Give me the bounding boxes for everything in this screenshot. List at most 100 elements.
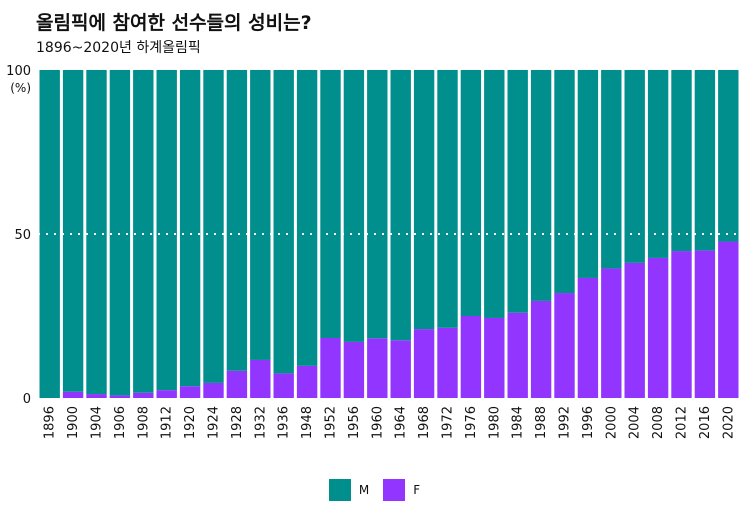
- bar-m-1956: [343, 70, 365, 342]
- bar-f-2020: [718, 241, 739, 398]
- bar-f-1932: [250, 359, 271, 398]
- legend: M F: [0, 478, 749, 502]
- x-tick-label-1920: 1920: [183, 406, 198, 439]
- bar-m-1952: [320, 70, 341, 338]
- x-tick-label-1928: 1928: [230, 406, 245, 439]
- bar-f-1906: [109, 395, 131, 398]
- legend-label-f: F: [413, 483, 421, 497]
- bar-f-1920: [179, 386, 201, 398]
- bar-m-1960: [367, 70, 388, 339]
- chart-title: 올림픽에 참여한 선수들의 성비는?: [36, 12, 312, 34]
- x-tick-label-1932: 1932: [253, 406, 268, 439]
- x-tick-label-1908: 1908: [136, 406, 151, 439]
- x-tick-label-2016: 2016: [698, 406, 713, 439]
- x-tick-label-1924: 1924: [207, 406, 222, 439]
- x-tick-label-1996: 1996: [581, 406, 596, 439]
- x-tick-label-2020: 2020: [721, 406, 736, 439]
- y-tick-label-100: 100: [6, 64, 31, 79]
- x-tick-label-1964: 1964: [394, 406, 409, 439]
- bar-m-1912: [156, 70, 177, 391]
- x-tick-label-1992: 1992: [558, 406, 573, 439]
- bar-f-1992: [554, 293, 575, 398]
- x-tick-label-1960: 1960: [370, 406, 385, 439]
- legend-label-m: M: [358, 483, 370, 497]
- bar-f-1904: [86, 394, 107, 398]
- chart-subtitle: 1896~2020년 하계올림픽: [36, 40, 201, 56]
- bar-m-1896: [39, 70, 60, 398]
- bar-m-1972: [437, 70, 458, 328]
- bar-f-1968: [413, 329, 435, 398]
- bar-m-2012: [671, 70, 692, 252]
- bar-m-1904: [86, 70, 107, 395]
- bar-m-1964: [390, 70, 411, 341]
- bar-m-2008: [647, 70, 669, 258]
- bar-m-1906: [109, 70, 131, 396]
- bar-f-2000: [601, 268, 622, 398]
- x-tick-label-1900: 1900: [66, 406, 81, 439]
- bar-m-1908: [133, 70, 154, 393]
- bar-f-1984: [507, 312, 528, 398]
- x-tick-label-1936: 1936: [277, 406, 292, 439]
- bar-m-1932: [250, 70, 271, 360]
- bar-f-2004: [624, 262, 645, 398]
- bar-f-2008: [647, 257, 669, 398]
- bar-m-1980: [484, 70, 505, 318]
- bar-m-1988: [530, 70, 552, 301]
- x-tick-label-1952: 1952: [324, 406, 339, 439]
- bar-f-1988: [530, 300, 552, 398]
- bar-m-2016: [694, 70, 716, 251]
- bar-m-1968: [413, 70, 435, 330]
- x-tick-label-1976: 1976: [464, 406, 479, 439]
- x-tick-label-1912: 1912: [160, 406, 175, 439]
- x-tick-label-1980: 1980: [487, 406, 502, 439]
- x-tick-label-1948: 1948: [300, 406, 315, 439]
- bar-m-2000: [601, 70, 622, 269]
- bar-f-1936: [273, 373, 294, 398]
- legend-item-m: M: [328, 479, 370, 501]
- bar-m-1984: [507, 70, 528, 313]
- bar-f-1964: [390, 340, 411, 398]
- bar-m-1992: [554, 70, 575, 294]
- bar-f-2016: [694, 250, 716, 398]
- x-tick-label-2000: 2000: [604, 406, 619, 439]
- bar-f-1948: [296, 365, 318, 398]
- x-tick-label-2004: 2004: [628, 406, 643, 439]
- bar-m-1920: [179, 70, 201, 387]
- bar-m-1936: [273, 70, 294, 374]
- x-tick-label-1956: 1956: [347, 406, 362, 439]
- bar-m-1924: [203, 70, 224, 383]
- bar-m-1948: [296, 70, 318, 366]
- bar-m-1996: [577, 70, 599, 278]
- x-tick-label-1906: 1906: [113, 406, 128, 439]
- bar-m-1976: [460, 70, 482, 316]
- y-tick-label-50: 50: [14, 228, 31, 243]
- bar-f-1908: [133, 392, 154, 398]
- x-tick-label-1988: 1988: [534, 406, 549, 439]
- bar-f-1960: [367, 338, 388, 398]
- x-tick-label-1984: 1984: [511, 406, 526, 439]
- legend-swatch-m: [328, 479, 351, 501]
- bar-f-1956: [343, 341, 365, 398]
- bar-f-1996: [577, 277, 599, 398]
- bar-f-1912: [156, 390, 177, 398]
- bar-f-1980: [484, 317, 505, 398]
- bar-f-1924: [203, 382, 224, 398]
- x-tick-label-1972: 1972: [441, 406, 456, 439]
- bar-m-1928: [226, 70, 248, 371]
- bar-f-2012: [671, 251, 692, 398]
- x-tick-label-1968: 1968: [417, 406, 432, 439]
- x-tick-label-2012: 2012: [675, 406, 690, 439]
- bar-m-1900: [62, 70, 84, 392]
- legend-swatch-f: [383, 479, 406, 501]
- y-axis-label: (%): [10, 81, 31, 95]
- y-tick-label-0: 0: [23, 392, 31, 407]
- bar-f-1928: [226, 370, 248, 398]
- x-tick-label-1896: 1896: [43, 406, 58, 439]
- bar-m-2004: [624, 70, 645, 263]
- bar-m-2020: [718, 70, 739, 242]
- bar-f-1952: [320, 337, 341, 398]
- x-tick-label-2008: 2008: [651, 406, 666, 439]
- bar-f-1900: [62, 391, 84, 398]
- stacked-bar-chart: 1896 1900 1904 1906 1908 1912 1920 1924 1928 1932…: [6, 64, 740, 439]
- x-tick-label-1904: 1904: [90, 406, 105, 439]
